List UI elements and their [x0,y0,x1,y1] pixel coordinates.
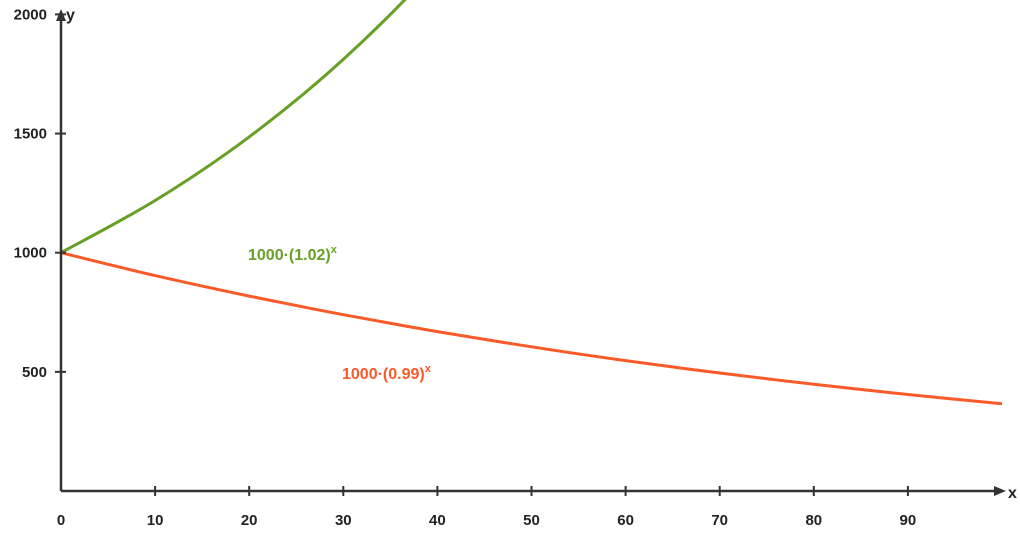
x-tick-label: 40 [429,512,446,529]
x-tick-label: 80 [805,512,822,529]
ticks-layer: 0102030405060708090500100015002000250030… [14,6,917,529]
x-axis-arrow-icon [994,486,1006,496]
x-tick-label: 20 [241,512,258,529]
axes-layer [56,9,1006,496]
y-axis-label: y [66,7,75,24]
series-line-2 [60,251,1003,406]
x-axis-label: x [1008,485,1017,502]
series-label-base: 1000·(1.02) [248,247,331,264]
x-tick-label: 10 [147,512,164,529]
x-tick-label: 0 [57,512,65,529]
series-label-1: 1000·(1.02)x [248,244,338,264]
series-label-exponent: x [331,244,338,256]
series-line-1 [60,0,407,255]
x-tick-label: 60 [617,512,634,529]
series-label-exponent: x [425,363,432,375]
series-label-base: 1000·(0.99) [342,366,425,383]
y-tick-label: 500 [22,364,47,381]
series-label-2: 1000·(0.99)x [342,363,432,383]
y-tick-label: 1500 [14,126,47,143]
y-tick-label: 2000 [14,6,47,23]
x-tick-label: 30 [335,512,352,529]
x-tick-label: 90 [900,512,917,529]
curves-layer [60,0,1003,406]
y-tick-label: 1000 [14,245,47,262]
x-tick-label: 50 [523,512,540,529]
x-tick-label: 70 [711,512,728,529]
